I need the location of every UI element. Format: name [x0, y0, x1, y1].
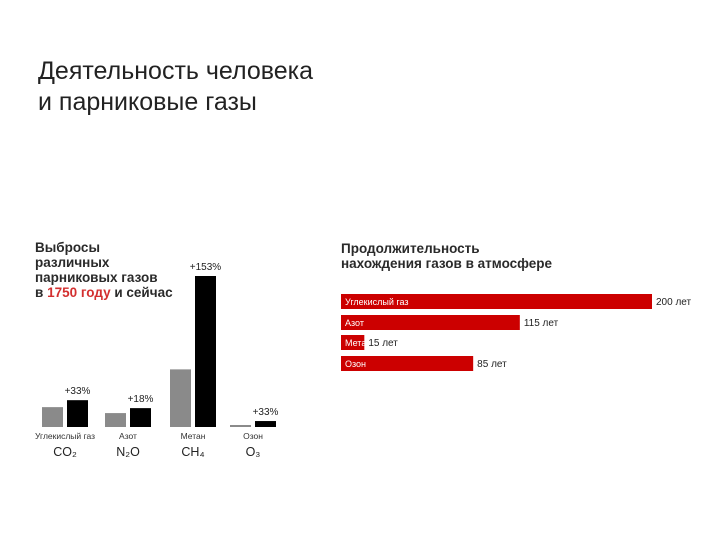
- bar-now-0: [67, 400, 88, 427]
- change-label-3: +33%: [253, 407, 279, 418]
- formula-label-0: CO₂: [53, 445, 77, 459]
- duration-title-line-2: нахождения газов в атмосфере: [341, 256, 553, 271]
- emissions-title-year: 1750 году: [47, 285, 111, 300]
- duration-bar-label-0: Углекислый газ: [345, 297, 408, 307]
- emissions-chart-title: Выбросы различных парниковых газов в 175…: [35, 240, 173, 300]
- category-label-0: Углекислый газ: [35, 431, 95, 441]
- duration-value-label-2: 15 лет: [368, 338, 398, 349]
- duration-bar-2: [341, 335, 365, 350]
- bar-1750-1: [105, 413, 126, 427]
- duration-value-label-3: 85 лет: [477, 359, 507, 370]
- emissions-title-line-4: в 1750 году и сейчас: [35, 285, 173, 300]
- bar-now-2: [195, 276, 216, 427]
- bar-1750-2: [170, 369, 191, 427]
- emissions-title-line-2: различных: [35, 255, 110, 270]
- category-label-3: Озон: [243, 431, 263, 441]
- formula-label-3: O₃: [246, 445, 261, 459]
- emissions-title-line-1: Выбросы: [35, 240, 100, 255]
- duration-title-line-1: Продолжительность: [341, 241, 480, 256]
- bar-1750-3: [230, 425, 251, 427]
- change-label-0: +33%: [65, 386, 91, 397]
- formula-label-1: N₂O: [116, 445, 140, 459]
- change-label-2: +153%: [190, 262, 222, 273]
- emissions-title-prefix: в: [35, 285, 48, 300]
- category-label-2: Метан: [181, 431, 206, 441]
- duration-bar-label-2: Метан: [345, 338, 371, 348]
- duration-chart-title: Продолжительность нахождения газов в атм…: [341, 241, 552, 271]
- category-label-1: Азот: [119, 431, 137, 441]
- formula-label-2: CH₄: [181, 445, 204, 459]
- slide-title: Деятельность человека и парниковые газы: [38, 56, 313, 118]
- emissions-title-line-3: парниковых газов: [35, 270, 158, 285]
- change-label-1: +18%: [128, 394, 154, 405]
- duration-bar-label-1: Азот: [345, 318, 364, 328]
- duration-value-label-1: 115 лет: [524, 318, 559, 329]
- duration-value-label-0: 200 лет: [656, 297, 692, 308]
- duration-bar-label-3: Озон: [345, 359, 366, 369]
- duration-bar-3: [341, 356, 474, 371]
- bar-1750-0: [42, 407, 63, 427]
- emissions-title-suffix: и сейчас: [110, 285, 173, 300]
- bar-now-1: [130, 408, 151, 427]
- duration-bar-1: [341, 315, 520, 330]
- slide-title-line-1: Деятельность человека: [38, 57, 314, 85]
- bar-now-3: [255, 421, 276, 427]
- duration-bar-0: [341, 294, 652, 309]
- slide-title-line-2: и парниковые газы: [38, 88, 257, 116]
